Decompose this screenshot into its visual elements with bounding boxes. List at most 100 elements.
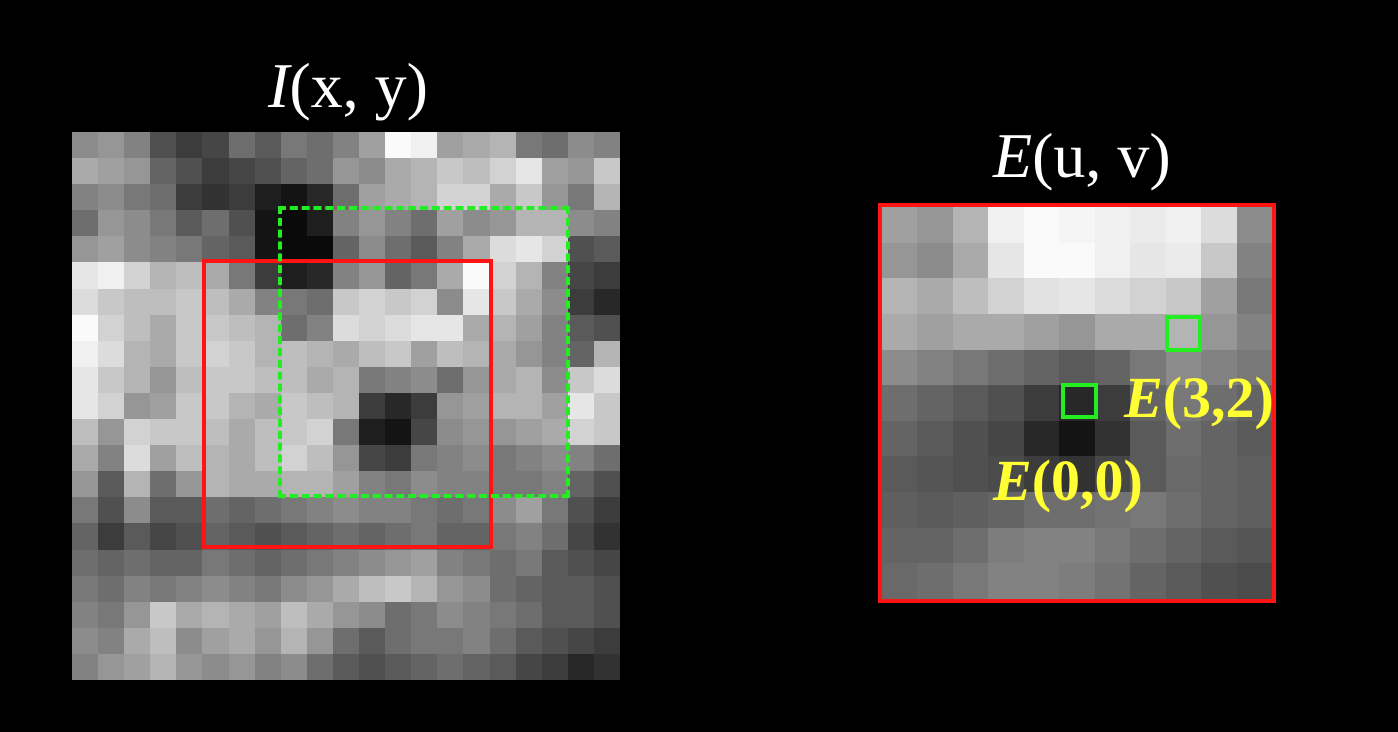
image-pixel (385, 210, 412, 237)
error-pixel (882, 278, 918, 314)
image-pixel (124, 288, 151, 315)
error-pixel (952, 207, 989, 243)
error-pixel (1236, 313, 1272, 350)
error-pixel (1201, 313, 1237, 350)
image-pixel (567, 262, 594, 289)
image-pixel (359, 288, 386, 315)
image-pixel (98, 549, 125, 576)
image-pixel (280, 184, 307, 211)
image-pixel (228, 158, 255, 185)
error-pixel (1165, 349, 1202, 386)
image-pixel (359, 132, 386, 159)
image-pixel (228, 445, 255, 472)
image-pixel (437, 184, 464, 211)
image-pixel (306, 575, 333, 602)
image-pixel (515, 627, 542, 654)
image-pixel (72, 523, 99, 550)
error-pixel (1130, 492, 1166, 528)
error-pixel (1059, 527, 1095, 564)
error-pixel (917, 420, 953, 457)
image-pixel (228, 601, 255, 628)
image-pixel (437, 601, 464, 628)
image-pixel (489, 627, 516, 654)
image-pixel (385, 653, 412, 680)
error-pixel (952, 385, 989, 421)
image-pixel (593, 210, 620, 237)
image-pixel (515, 549, 542, 576)
image-pixel (541, 601, 568, 628)
image-pixel (98, 575, 125, 602)
image-pixel (359, 184, 386, 211)
image-pixel (411, 471, 438, 498)
image-pixel (254, 601, 281, 628)
image-pixel (150, 419, 177, 446)
image-pixel (202, 653, 229, 680)
image-pixel (437, 262, 464, 289)
error-pixel (1130, 527, 1166, 564)
image-pixel (228, 575, 255, 602)
error-pixel (917, 242, 953, 279)
image-pixel (98, 653, 125, 680)
image-pixel (593, 523, 620, 550)
error-surface-frame (878, 203, 1276, 603)
image-pixel (124, 314, 151, 341)
image-pixel (385, 549, 412, 576)
image-pixel (98, 523, 125, 550)
image-pixel (254, 627, 281, 654)
image-pixel (567, 366, 594, 393)
image-title: I(x, y) (268, 54, 428, 118)
image-pixel (489, 445, 516, 472)
image-pixel (254, 262, 281, 289)
marker-e32 (1165, 315, 1202, 352)
error-pixel (988, 313, 1024, 350)
image-pixel (593, 627, 620, 654)
image-pixel (124, 419, 151, 446)
error-pixel (882, 242, 918, 279)
error-pixel (1059, 385, 1095, 421)
image-pixel (593, 158, 620, 185)
image-pixel (541, 575, 568, 602)
image-pixel (515, 288, 542, 315)
error-pixel (917, 278, 953, 314)
error-pixel (1165, 313, 1202, 350)
image-pixel (541, 314, 568, 341)
image-pixel (411, 184, 438, 211)
image-pixel (515, 158, 542, 185)
image-pixel (489, 653, 516, 680)
image-pixel (515, 210, 542, 237)
image-pixel (254, 236, 281, 263)
error-pixel (1165, 278, 1202, 314)
image-pixel (385, 340, 412, 367)
image-pixel (463, 314, 490, 341)
image-pixel (280, 340, 307, 367)
image-pixel (567, 184, 594, 211)
image-pixel (176, 392, 203, 420)
image-pixel (411, 288, 438, 315)
image-pixel (228, 236, 255, 263)
image-pixel (515, 471, 542, 498)
image-pixel (489, 262, 516, 289)
image-pixel (72, 549, 99, 576)
image-pixel (332, 366, 360, 393)
image-pixel (176, 210, 203, 237)
image-pixel (385, 471, 412, 498)
image-pixel (437, 575, 464, 602)
image-pixel (411, 419, 438, 446)
error-pixel (1059, 278, 1095, 314)
image-pixel (541, 392, 568, 420)
image-pixel (228, 549, 255, 576)
image-pixel (541, 419, 568, 446)
image-pixel (280, 653, 307, 680)
image-pixel (150, 210, 177, 237)
image-pixel (593, 497, 620, 524)
image-pixel (463, 366, 490, 393)
image-pixel (463, 601, 490, 628)
image-pixel (332, 419, 360, 446)
image-pixel (541, 210, 568, 237)
image-pixel (463, 497, 490, 524)
image-pixel (489, 210, 516, 237)
image-pixel (306, 236, 333, 263)
image-pixel (306, 132, 333, 159)
image-pixel (202, 445, 229, 472)
image-pixel (72, 340, 99, 367)
